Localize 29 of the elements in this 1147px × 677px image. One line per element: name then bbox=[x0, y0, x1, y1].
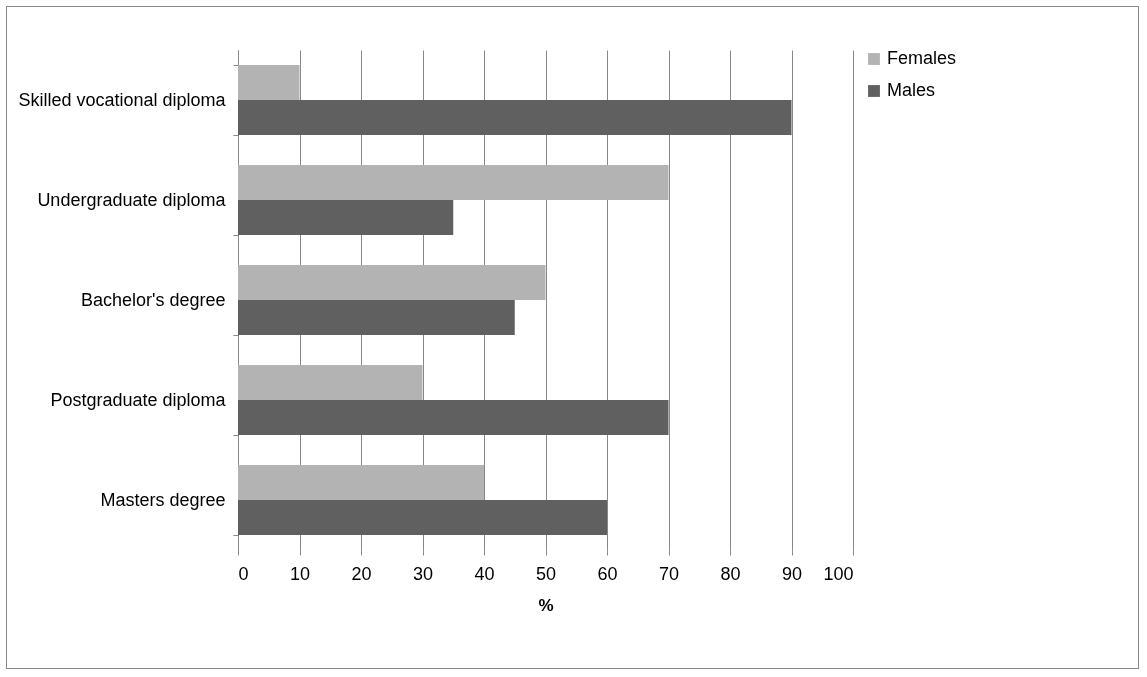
x-tick-label: 100 bbox=[823, 563, 854, 584]
x-tick-label: 10 bbox=[289, 563, 311, 584]
x-tick-label: 50 bbox=[535, 563, 557, 584]
x-tick-label: 30 bbox=[412, 563, 434, 584]
bar bbox=[238, 100, 792, 135]
bar bbox=[238, 165, 669, 200]
bar bbox=[238, 400, 669, 435]
y-tick-label: Skilled vocational diploma bbox=[18, 89, 227, 110]
legend-label: Females bbox=[887, 48, 957, 68]
x-tick-label: 0 bbox=[238, 563, 249, 584]
x-tick-label: 70 bbox=[658, 563, 680, 584]
bar bbox=[238, 65, 300, 100]
y-tick-label: Bachelor's degree bbox=[80, 289, 226, 310]
x-tick-label: 80 bbox=[720, 563, 741, 584]
y-tick-label: Postgraduate diploma bbox=[50, 389, 227, 410]
bar bbox=[238, 265, 546, 300]
y-tick-label: Masters degree bbox=[100, 489, 226, 510]
legend-label: Males bbox=[887, 80, 936, 100]
bar bbox=[238, 300, 515, 335]
bar bbox=[238, 500, 607, 535]
bar bbox=[238, 200, 454, 235]
bar bbox=[238, 365, 423, 400]
x-tick-label: 40 bbox=[474, 563, 495, 584]
bar bbox=[238, 465, 484, 500]
x-tick-label: 90 bbox=[781, 563, 803, 584]
y-tick-label: Undergraduate diploma bbox=[37, 189, 227, 210]
x-axis-title: % bbox=[538, 595, 554, 615]
x-tick-label: 60 bbox=[597, 563, 618, 584]
x-tick-label: 20 bbox=[351, 563, 372, 584]
